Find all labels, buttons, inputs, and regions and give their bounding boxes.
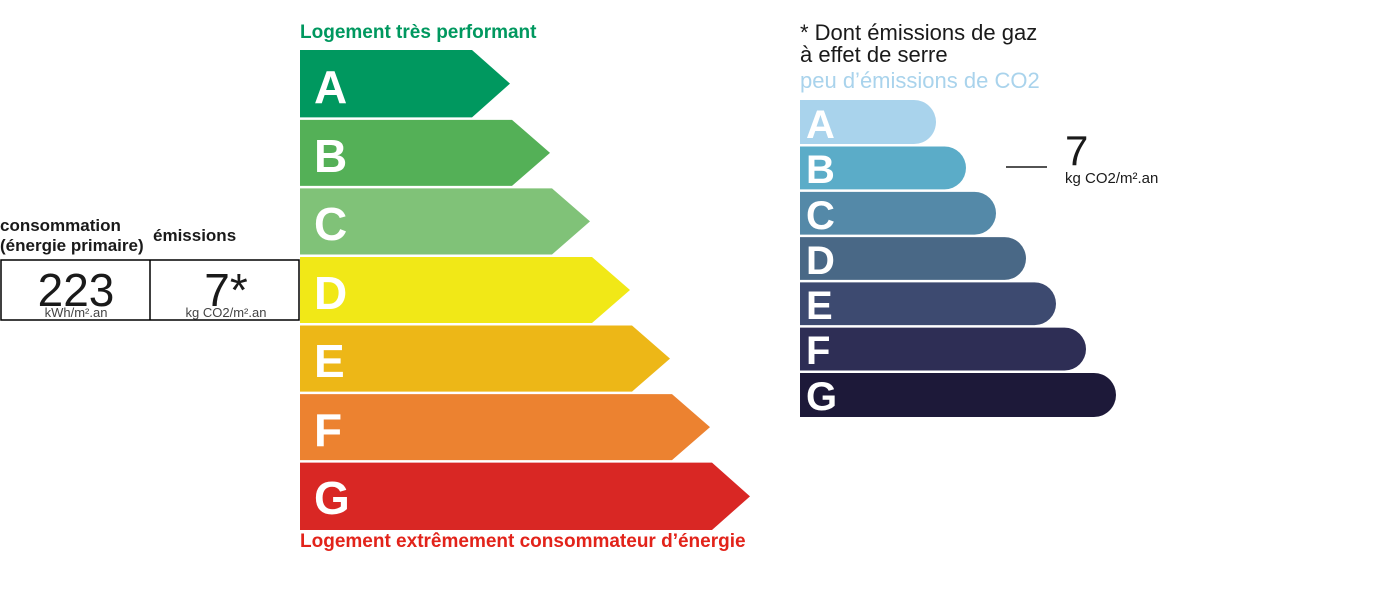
svg-text:D: D [806,239,835,283]
svg-text:Logement extrêmement consommat: Logement extrêmement consommateur d’éner… [300,531,746,552]
svg-text:A: A [806,103,835,147]
svg-text:F: F [806,329,830,373]
svg-text:(énergie primaire): (énergie primaire) [0,236,144,255]
svg-text:kWh/m².an: kWh/m².an [45,305,108,320]
svg-text:D: D [314,267,347,319]
svg-text:G: G [806,375,837,419]
svg-text:kg CO2/m².an: kg CO2/m².an [1065,170,1158,187]
svg-text:consommation: consommation [0,216,121,235]
svg-text:kg CO2/m².an: kg CO2/m².an [186,305,267,320]
svg-text:à effet de serre: à effet de serre [800,42,948,67]
svg-text:G: G [314,472,350,524]
svg-text:C: C [806,194,835,238]
svg-text:A: A [314,61,347,113]
svg-text:7: 7 [1065,127,1088,174]
svg-text:E: E [806,284,833,328]
svg-text:B: B [314,130,347,182]
svg-text:B: B [806,148,835,192]
svg-text:peu d’émissions de CO2: peu d’émissions de CO2 [800,68,1040,93]
svg-text:C: C [314,198,347,250]
svg-text:émissions: émissions [153,226,236,245]
svg-text:F: F [314,404,342,456]
svg-text:Logement très performant: Logement très performant [300,22,537,43]
svg-text:E: E [314,335,345,387]
